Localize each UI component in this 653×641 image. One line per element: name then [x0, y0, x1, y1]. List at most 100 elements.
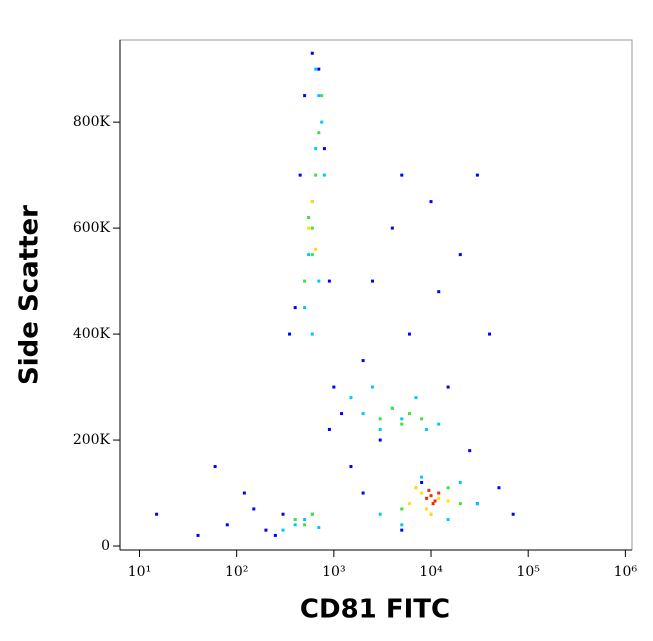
- x-tick-label: 10⁶: [614, 564, 638, 580]
- point: [446, 499, 450, 503]
- point: [317, 279, 321, 283]
- x-tick-label: 10²: [225, 564, 248, 580]
- point: [320, 94, 324, 98]
- point: [400, 507, 404, 511]
- y-tick-label: 0: [101, 538, 110, 554]
- point: [225, 523, 229, 527]
- point: [420, 417, 424, 421]
- point: [320, 120, 324, 124]
- point: [361, 412, 365, 416]
- point: [437, 422, 441, 426]
- point: [298, 173, 302, 177]
- point: [446, 385, 450, 389]
- point: [475, 173, 479, 177]
- point: [390, 226, 394, 230]
- point: [317, 67, 321, 71]
- point: [429, 512, 433, 516]
- point: [497, 486, 501, 490]
- point: [288, 332, 292, 336]
- point: [349, 396, 353, 400]
- point: [293, 518, 297, 522]
- y-tick-label: 800K: [73, 114, 111, 130]
- x-tick-label: 10¹: [128, 564, 151, 580]
- point: [475, 502, 479, 506]
- point: [446, 518, 450, 522]
- point: [378, 417, 382, 421]
- point: [414, 486, 418, 490]
- point: [317, 94, 321, 98]
- point: [407, 332, 411, 336]
- point: [458, 480, 462, 484]
- point: [361, 491, 365, 495]
- point: [303, 94, 307, 98]
- point: [273, 533, 277, 537]
- point: [407, 502, 411, 506]
- point: [371, 279, 375, 283]
- point: [264, 528, 268, 532]
- y-axis-title: Side Scatter: [15, 205, 45, 385]
- point: [511, 512, 515, 516]
- point: [242, 491, 246, 495]
- point: [322, 173, 326, 177]
- point: [281, 528, 285, 532]
- point: [213, 465, 217, 469]
- point: [420, 491, 424, 495]
- point: [361, 359, 365, 363]
- point: [378, 438, 382, 442]
- point: [314, 247, 318, 251]
- point: [400, 173, 404, 177]
- point: [310, 226, 314, 230]
- point: [371, 385, 375, 389]
- point: [400, 417, 404, 421]
- point: [468, 449, 472, 453]
- point: [425, 427, 429, 431]
- point: [196, 533, 200, 537]
- x-axis-title: CD81 FITC: [300, 595, 450, 625]
- point: [378, 427, 382, 431]
- point: [314, 173, 318, 177]
- point: [310, 51, 314, 55]
- x-tick-label: 10⁵: [516, 564, 540, 580]
- point: [281, 512, 285, 516]
- point: [429, 200, 433, 204]
- y-tick-label: 400K: [73, 326, 111, 342]
- point: [429, 494, 433, 498]
- point: [303, 518, 307, 522]
- point: [437, 491, 441, 495]
- y-tick-label: 600K: [73, 220, 111, 236]
- point: [310, 512, 314, 516]
- point: [303, 279, 307, 283]
- point: [407, 412, 411, 416]
- point: [310, 253, 314, 257]
- point: [458, 253, 462, 257]
- point: [400, 528, 404, 532]
- point: [425, 507, 429, 511]
- point: [317, 525, 321, 529]
- point: [307, 253, 311, 257]
- point: [349, 465, 353, 469]
- point: [327, 427, 331, 431]
- x-tick-label: 10³: [322, 564, 345, 580]
- point: [458, 502, 462, 506]
- point: [414, 396, 418, 400]
- point: [437, 496, 441, 500]
- point: [310, 200, 314, 204]
- point: [307, 226, 311, 230]
- point: [420, 475, 424, 479]
- y-tick-label: 200K: [73, 432, 111, 448]
- point: [317, 131, 321, 135]
- point: [488, 332, 492, 336]
- point: [378, 512, 382, 516]
- point: [155, 512, 159, 516]
- point: [303, 523, 307, 527]
- point: [314, 147, 318, 151]
- point: [420, 480, 424, 484]
- point: [427, 488, 431, 492]
- point: [303, 306, 307, 310]
- point: [310, 332, 314, 336]
- point: [293, 306, 297, 310]
- point: [446, 486, 450, 490]
- point: [390, 406, 394, 410]
